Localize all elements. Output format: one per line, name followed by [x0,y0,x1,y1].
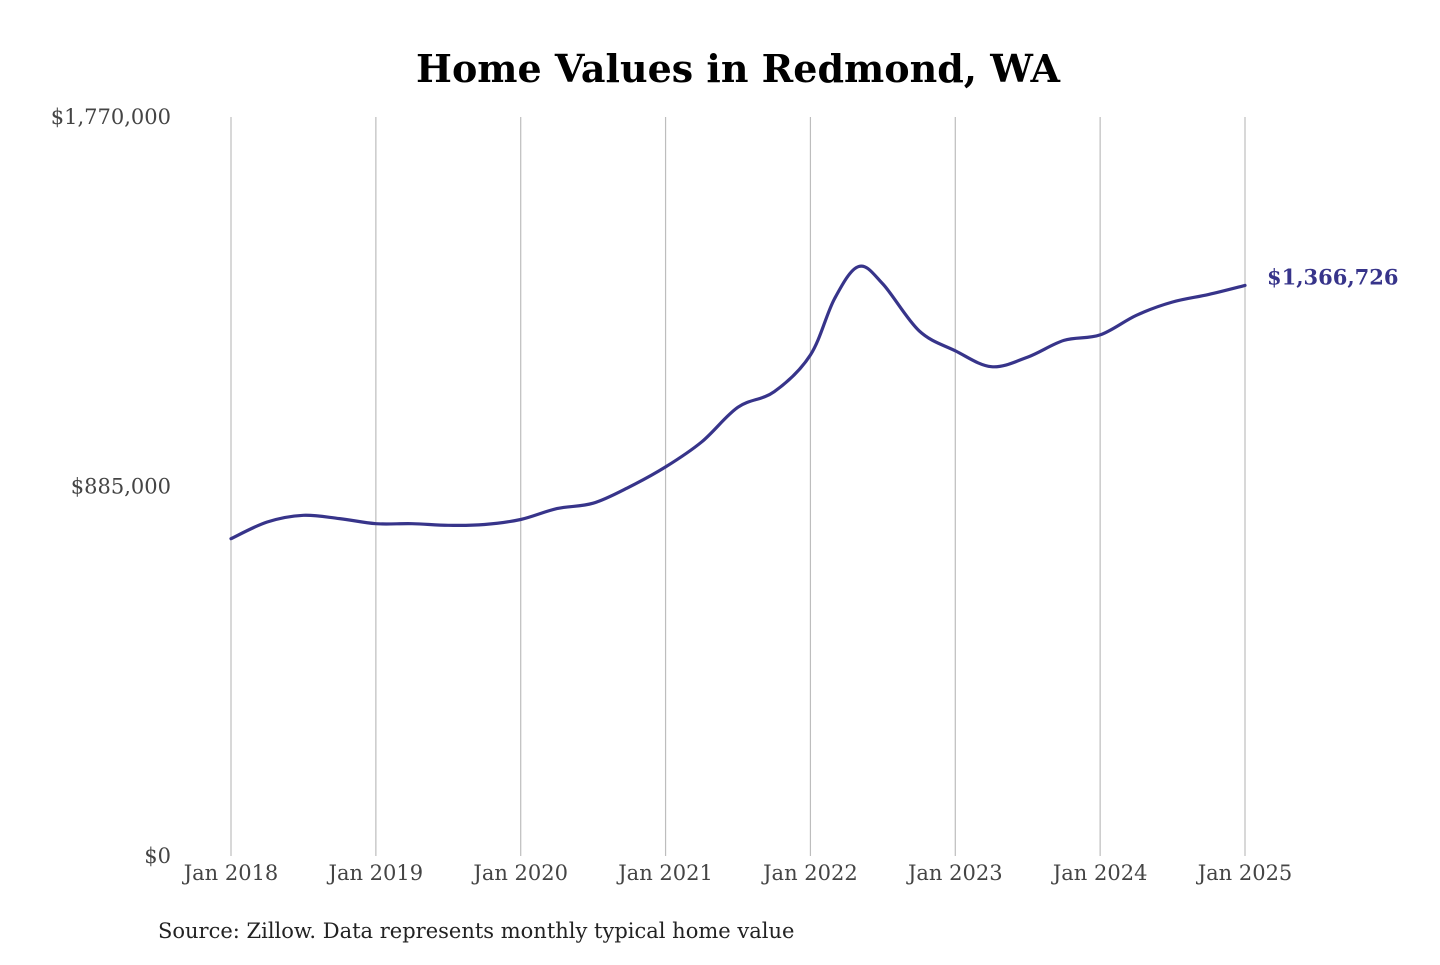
x-tick-label: Jan 2020 [471,861,568,885]
x-tick-label: Jan 2019 [327,861,424,885]
end-value-label: $1,366,726 [1267,264,1399,289]
y-tick-label: $0 [144,844,171,868]
x-axis-ticks: Jan 2018 Jan 2019 Jan 2020 Jan 2021 Jan 2022… [182,861,1293,885]
x-tick-label: Jan 2021 [616,861,713,885]
x-tick-label: Jan 2022 [761,861,858,885]
source-note: Source: Zillow. Data represents monthly … [158,919,794,943]
x-tick-label: Jan 2023 [906,861,1003,885]
chart-title: Home Values in Redmond, WA [416,46,1060,91]
x-tick-label: Jan 2018 [182,861,279,885]
series-line [229,264,1247,541]
y-tick-label: $885,000 [71,475,171,499]
y-axis-ticks: $0 $885,000 $1,770,000 [51,105,171,868]
x-tick-label: Jan 2025 [1196,861,1293,885]
series-layer: $1,366,726 [229,264,1399,541]
y-tick-label: $1,770,000 [51,105,171,129]
x-tick-label: Jan 2024 [1051,861,1148,885]
grid-lines [230,117,1246,856]
